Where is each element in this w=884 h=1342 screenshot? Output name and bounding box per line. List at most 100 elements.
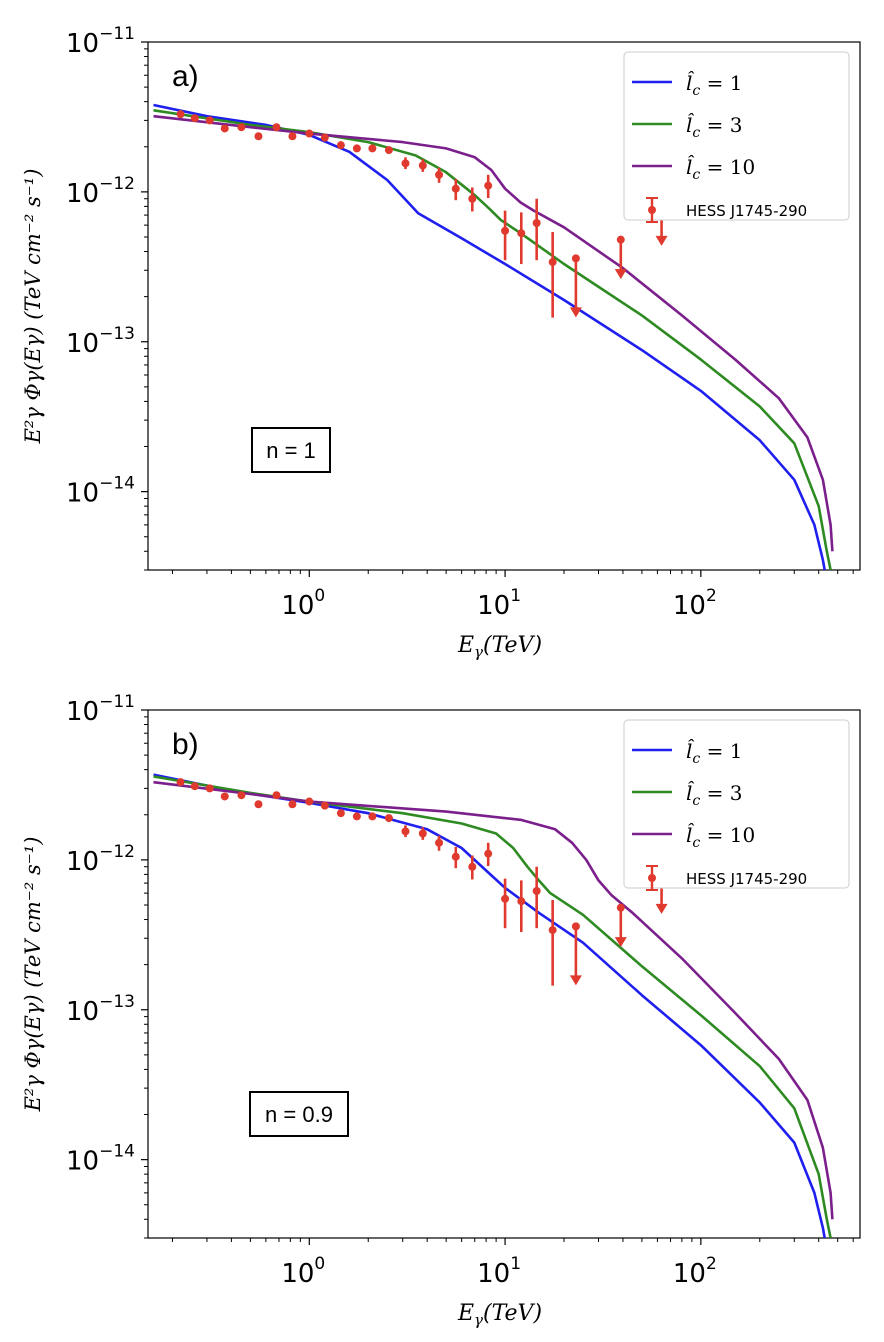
- x-tick-label: 102: [673, 1254, 717, 1289]
- x-axis-label-sub: γ: [474, 643, 483, 661]
- annotation-text: n = 1: [266, 438, 316, 463]
- data-point: [532, 218, 541, 227]
- data-point: [205, 784, 214, 793]
- legend-label-1: l̂c = 1: [686, 739, 742, 767]
- panel-label: b): [172, 728, 199, 761]
- upper-limit-arrow: [569, 307, 582, 318]
- data-point: [435, 170, 444, 179]
- legend-data-label: HESS J1745-290: [686, 870, 807, 888]
- data-point: [418, 829, 427, 838]
- y-tick-exp: −14: [99, 1142, 135, 1162]
- y-tick-exp: −11: [99, 24, 135, 44]
- data-point: [254, 800, 263, 809]
- data-point: [484, 181, 493, 190]
- legend-label-eq: = 10: [700, 823, 755, 847]
- data-point: [352, 812, 361, 821]
- data-point: [220, 124, 229, 133]
- data-point: [272, 791, 281, 800]
- x-axis-label-main: E: [457, 1301, 474, 1326]
- data-point: [616, 903, 625, 912]
- x-tick-base: 10: [281, 1259, 314, 1289]
- data-point: [237, 791, 246, 800]
- legend-label-3: l̂c = 10: [686, 823, 755, 851]
- x-tick-label: 101: [477, 1254, 521, 1289]
- x-tick-base: 10: [477, 1259, 510, 1289]
- upper-limit-arrow: [614, 937, 627, 948]
- y-tick-exp: −11: [99, 692, 135, 712]
- x-axis-label-main: E: [457, 633, 474, 658]
- y-tick-label: 10−13: [66, 992, 135, 1027]
- y-tick-base: 10: [66, 1147, 99, 1177]
- legend-data-marker: [648, 206, 656, 214]
- x-tick-label: 100: [281, 1254, 325, 1289]
- y-tick-base: 10: [66, 179, 99, 209]
- data-point: [320, 133, 329, 142]
- legend-label-3: l̂c = 10: [686, 155, 755, 183]
- legend-label-sub: c: [692, 125, 700, 141]
- data-point: [352, 144, 361, 153]
- y-tick-base: 10: [66, 697, 99, 727]
- x-axis-label-tail: (TeV): [483, 633, 542, 658]
- data-point: [176, 110, 185, 119]
- legend-box: [623, 51, 850, 221]
- y-tick-label: 10−11: [66, 692, 135, 727]
- annotation-box: [251, 427, 331, 473]
- data-point: [205, 116, 214, 125]
- y-tick-exp: −13: [99, 324, 135, 344]
- data-point: [288, 132, 297, 141]
- x-tick-base: 10: [673, 1259, 706, 1289]
- y-tick-label: 10−12: [66, 842, 135, 877]
- data-point: [305, 129, 314, 138]
- y-tick-label: 10−14: [66, 474, 135, 509]
- legend-label-eq: = 1: [700, 739, 742, 763]
- data-point: [220, 792, 229, 801]
- legend-label-var: l̂: [686, 71, 695, 95]
- legend-label-2: l̂c = 3: [686, 113, 742, 141]
- data-point: [288, 800, 297, 809]
- data-point: [190, 782, 199, 791]
- x-tick-exp: 2: [706, 1254, 717, 1274]
- data-point: [571, 922, 580, 931]
- x-tick-base: 10: [477, 591, 510, 621]
- legend-label-sub: c: [692, 751, 700, 767]
- chart-panel-a: 100 101 10210−1110−1210−1310−14Eγ(TeV)E²γ …: [21, 24, 861, 661]
- data-point: [336, 809, 345, 818]
- y-axis-label: E²γ Φγ(Eγ) (TeV cm⁻² s⁻¹): [21, 169, 45, 445]
- annotation-box: [249, 1091, 349, 1137]
- data-point: [468, 194, 477, 203]
- x-tick-base: 10: [673, 591, 706, 621]
- data-point: [548, 258, 557, 267]
- x-tick-exp: 0: [314, 1254, 325, 1274]
- x-tick-exp: 1: [510, 586, 521, 606]
- data-point: [401, 827, 410, 836]
- data-point: [384, 814, 393, 823]
- chart-panel-b: 100 101 10210−1110−1210−1310−14Eγ(TeV)E²γ …: [21, 692, 861, 1329]
- data-point: [368, 812, 377, 821]
- data-point: [254, 132, 263, 141]
- x-axis-label: Eγ(TeV): [457, 1301, 542, 1329]
- data-points: [176, 778, 668, 986]
- data-point: [368, 144, 377, 153]
- series-line-2: [153, 775, 832, 1238]
- data-point: [320, 801, 329, 810]
- data-point: [176, 778, 185, 787]
- y-tick-exp: −13: [99, 992, 135, 1012]
- y-tick-exp: −12: [99, 174, 135, 194]
- panel-label: a): [172, 60, 199, 93]
- upper-limit-arrow: [655, 235, 668, 246]
- curves: [153, 773, 834, 1238]
- y-axis-label: E²γ Φγ(Eγ) (TeV cm⁻² s⁻¹): [21, 837, 45, 1113]
- x-tick-exp: 0: [314, 586, 325, 606]
- legend-label-1: l̂c = 1: [686, 71, 742, 99]
- y-tick-label: 10−12: [66, 174, 135, 209]
- legend-label-eq: = 1: [700, 71, 742, 95]
- y-tick-exp: −12: [99, 842, 135, 862]
- y-tick-label: 10−14: [66, 1142, 135, 1177]
- x-tick-label: 102: [673, 586, 717, 621]
- y-tick-base: 10: [66, 329, 99, 359]
- x-tick-exp: 2: [706, 586, 717, 606]
- data-point: [418, 161, 427, 170]
- legend-label-var: l̂: [686, 739, 695, 763]
- series-line-1: [153, 773, 827, 1238]
